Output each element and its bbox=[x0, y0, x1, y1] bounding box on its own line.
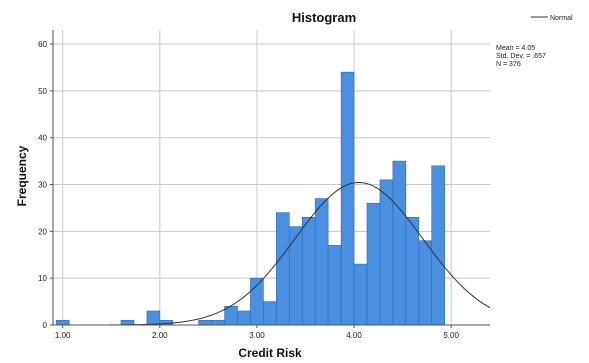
histogram-bar bbox=[198, 320, 212, 326]
histogram-bar bbox=[379, 179, 394, 326]
stats-mean: Mean = 4.05 bbox=[496, 45, 535, 52]
histogram-bar bbox=[405, 217, 420, 326]
bars bbox=[55, 71, 445, 326]
histogram-bar bbox=[431, 165, 445, 326]
histogram-bar bbox=[340, 71, 355, 326]
histogram-bar bbox=[314, 198, 329, 326]
y-tick-label: 40 bbox=[38, 134, 47, 143]
tick-labels: 0 10 20 30 40 50 60 1.00 2.00 3.00 4.00 5.00 bbox=[38, 40, 459, 340]
y-tick-label: 50 bbox=[38, 87, 47, 96]
histogram-bar bbox=[392, 160, 407, 326]
histogram-bar bbox=[327, 245, 342, 326]
y-tick-label: 60 bbox=[38, 40, 47, 49]
x-tick-label: 2.00 bbox=[152, 331, 168, 340]
histogram-bar bbox=[237, 310, 251, 326]
chart-title: Histogram bbox=[292, 10, 356, 25]
stats-block: Mean = 4.05 Std. Dev. = .657 N = 376 bbox=[496, 45, 546, 68]
histogram-bar bbox=[353, 263, 368, 326]
x-tick-label: 4.00 bbox=[346, 331, 362, 340]
histogram-bar bbox=[289, 226, 303, 326]
axes bbox=[50, 30, 490, 328]
y-tick-label: 0 bbox=[43, 321, 48, 330]
histogram-bar bbox=[301, 217, 316, 326]
x-tick-label: 1.00 bbox=[55, 331, 71, 340]
legend: Normal bbox=[531, 15, 573, 22]
histogram-bar bbox=[276, 212, 290, 326]
y-axis-title: Frequency bbox=[15, 145, 29, 206]
histogram-bar bbox=[418, 240, 433, 326]
histogram-bar bbox=[366, 202, 381, 326]
x-tick-label: 3.00 bbox=[249, 331, 265, 340]
stats-n: N = 376 bbox=[496, 61, 521, 68]
y-tick-label: 20 bbox=[38, 227, 47, 236]
histogram-bar bbox=[224, 305, 238, 326]
legend-label: Normal bbox=[550, 15, 573, 22]
histogram-bar bbox=[211, 320, 225, 326]
histogram-bar bbox=[263, 301, 277, 326]
x-axis-title: Credit Risk bbox=[238, 346, 302, 360]
stats-std-dev: Std. Dev. = .657 bbox=[496, 53, 546, 60]
y-tick-label: 30 bbox=[38, 181, 47, 190]
histogram-bar bbox=[55, 320, 70, 326]
histogram-bar bbox=[146, 310, 161, 326]
y-tick-label: 10 bbox=[38, 274, 47, 283]
x-tick-label: 5.00 bbox=[443, 331, 459, 340]
